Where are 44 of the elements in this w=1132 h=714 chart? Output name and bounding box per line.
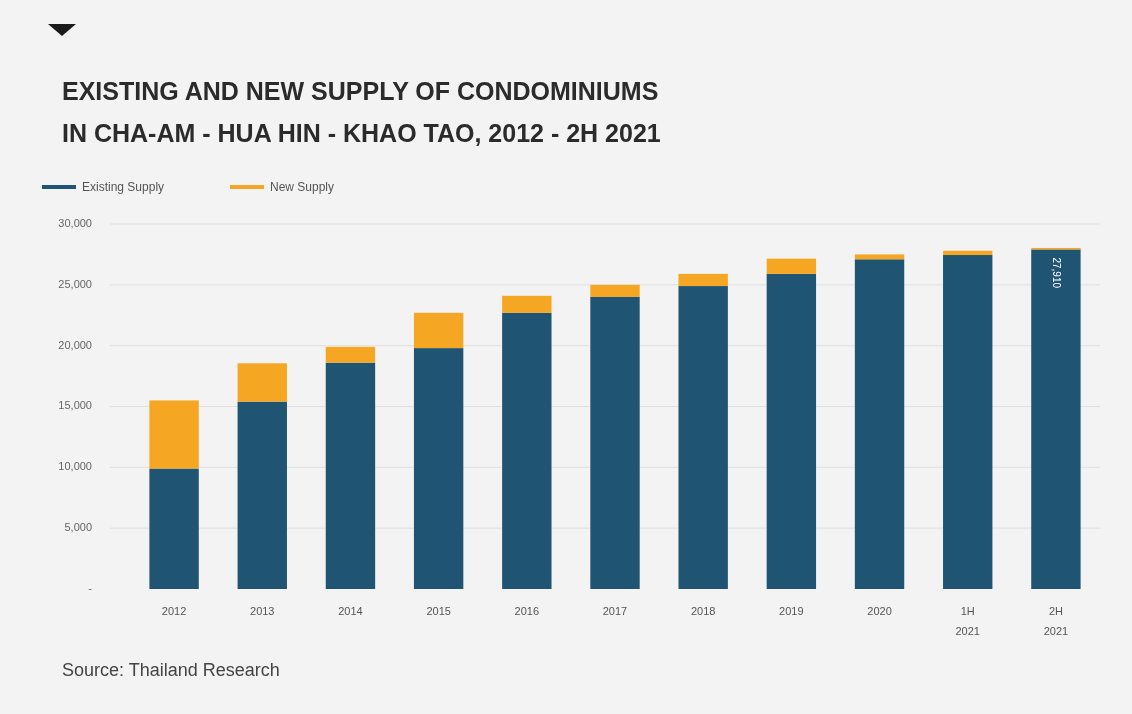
y-tick-label: 5,000 [64, 521, 92, 534]
x-tick-label: 2020 [867, 605, 892, 617]
bar [943, 255, 993, 589]
data-label: 27,910 [1051, 257, 1063, 289]
bar [854, 259, 905, 589]
y-tick-label: 30,000 [58, 216, 92, 229]
x-tick-label: 1H 2021 [955, 605, 980, 637]
bar [149, 468, 199, 589]
bar [237, 401, 287, 589]
bar [766, 273, 817, 589]
bar [237, 363, 287, 402]
bar [943, 250, 993, 256]
bar [325, 346, 376, 363]
x-tick-label: 2016 [514, 605, 540, 617]
bar [149, 400, 199, 469]
x-tick-label: 2019 [779, 605, 804, 617]
x-tick-label: 2012 [161, 605, 187, 617]
x-tick-label: 2014 [338, 605, 363, 617]
bar [325, 362, 376, 589]
chart-title: EXISTING AND NEW SUPPLY OF CONDOMINIUMS IN CHA-AM - HUA HIN - KHAO TAO, 2012 - 2H 2021 [62, 77, 661, 147]
bar [502, 295, 552, 313]
source-note: Source: Thailand Research [62, 660, 280, 680]
x-tick-label: 2017 [602, 605, 628, 617]
bar [766, 258, 817, 274]
bar [854, 254, 905, 260]
bar [413, 348, 464, 589]
y-tick-label: 20,000 [58, 338, 92, 351]
x-tick-label: 2015 [426, 605, 451, 617]
bar [590, 297, 640, 589]
x-tick-label: 2013 [250, 605, 275, 617]
x-tick-label: 2H 2021 [1043, 605, 1069, 637]
bar [1031, 249, 1081, 589]
bar [502, 312, 552, 589]
y-tick-label: 10,000 [58, 460, 92, 473]
legend-label: New Supply [270, 180, 335, 194]
legend-label: Existing Supply [82, 180, 165, 194]
bar [678, 286, 728, 589]
x-tick-label: 2018 [690, 605, 716, 617]
y-tick-label: 15,000 [58, 399, 92, 412]
bar [590, 284, 640, 297]
bar [678, 273, 728, 287]
y-tick-label: - [88, 581, 93, 594]
y-tick-label: 25,000 [58, 277, 92, 290]
bar [413, 312, 464, 349]
